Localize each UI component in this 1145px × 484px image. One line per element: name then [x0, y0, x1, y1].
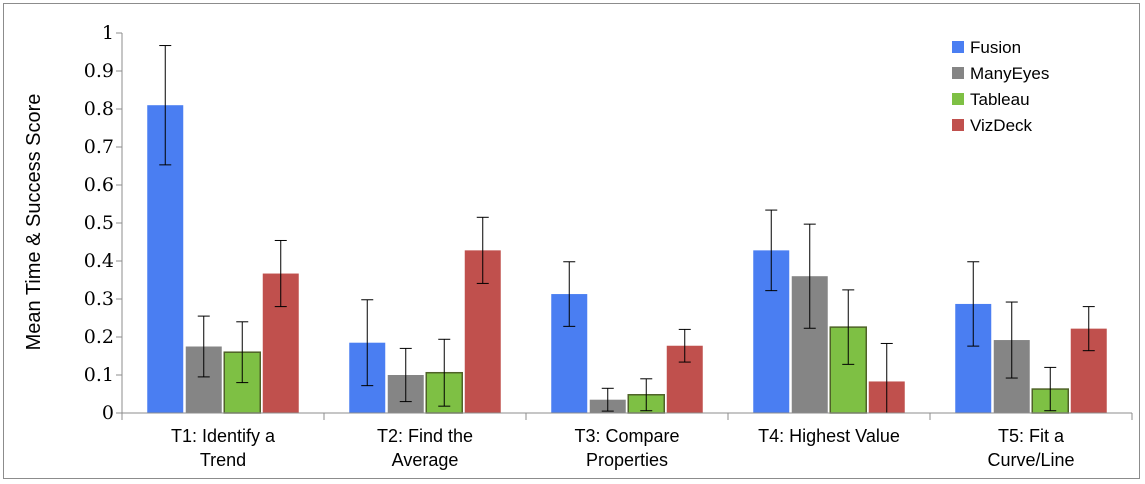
y-tick-label: 0.7 [84, 136, 114, 158]
x-tick-label: T5: Fit a Curve/Line [987, 426, 1074, 470]
y-tick-label: 0 [102, 402, 114, 424]
x-tick-label: T1: Identify a Trend [171, 426, 276, 470]
legend-swatch-vizdeck [952, 119, 964, 131]
chart-frame: Mean Time & Success Score 0 0.1 0.2 0.3 0.4 0… [3, 3, 1140, 479]
y-tick-label: 0.9 [84, 60, 114, 82]
x-tick-label: T2: Find the Average [377, 426, 473, 470]
y-tick-label: 1 [102, 22, 114, 44]
y-tick-label: 0.1 [84, 364, 114, 386]
legend-swatch-fusion [952, 41, 964, 53]
legend-swatch-tableau [952, 93, 964, 105]
legend-swatch-manyeyes [952, 67, 964, 79]
legend-label-tableau: Tableau [970, 90, 1030, 109]
x-tick-label: T3: Compare Properties [574, 426, 679, 470]
y-tick-label: 0.2 [84, 326, 114, 348]
y-tick-label: 0.6 [84, 174, 114, 196]
y-tick-label: 0.8 [84, 98, 114, 120]
legend-label-vizdeck: VizDeck [970, 116, 1033, 135]
x-tick-label: T4: Highest Value [758, 426, 900, 446]
legend-label-manyeyes: ManyEyes [970, 64, 1049, 83]
bar-chart: Mean Time & Success Score 0 0.1 0.2 0.3 0.4 0… [23, 22, 1133, 470]
y-tick-label: 0.3 [84, 288, 114, 310]
y-tick-label: 0.4 [84, 250, 114, 272]
y-tick-label: 0.5 [84, 212, 114, 234]
legend-label-fusion: Fusion [970, 38, 1021, 57]
y-axis-title: Mean Time & Success Score [23, 94, 45, 351]
